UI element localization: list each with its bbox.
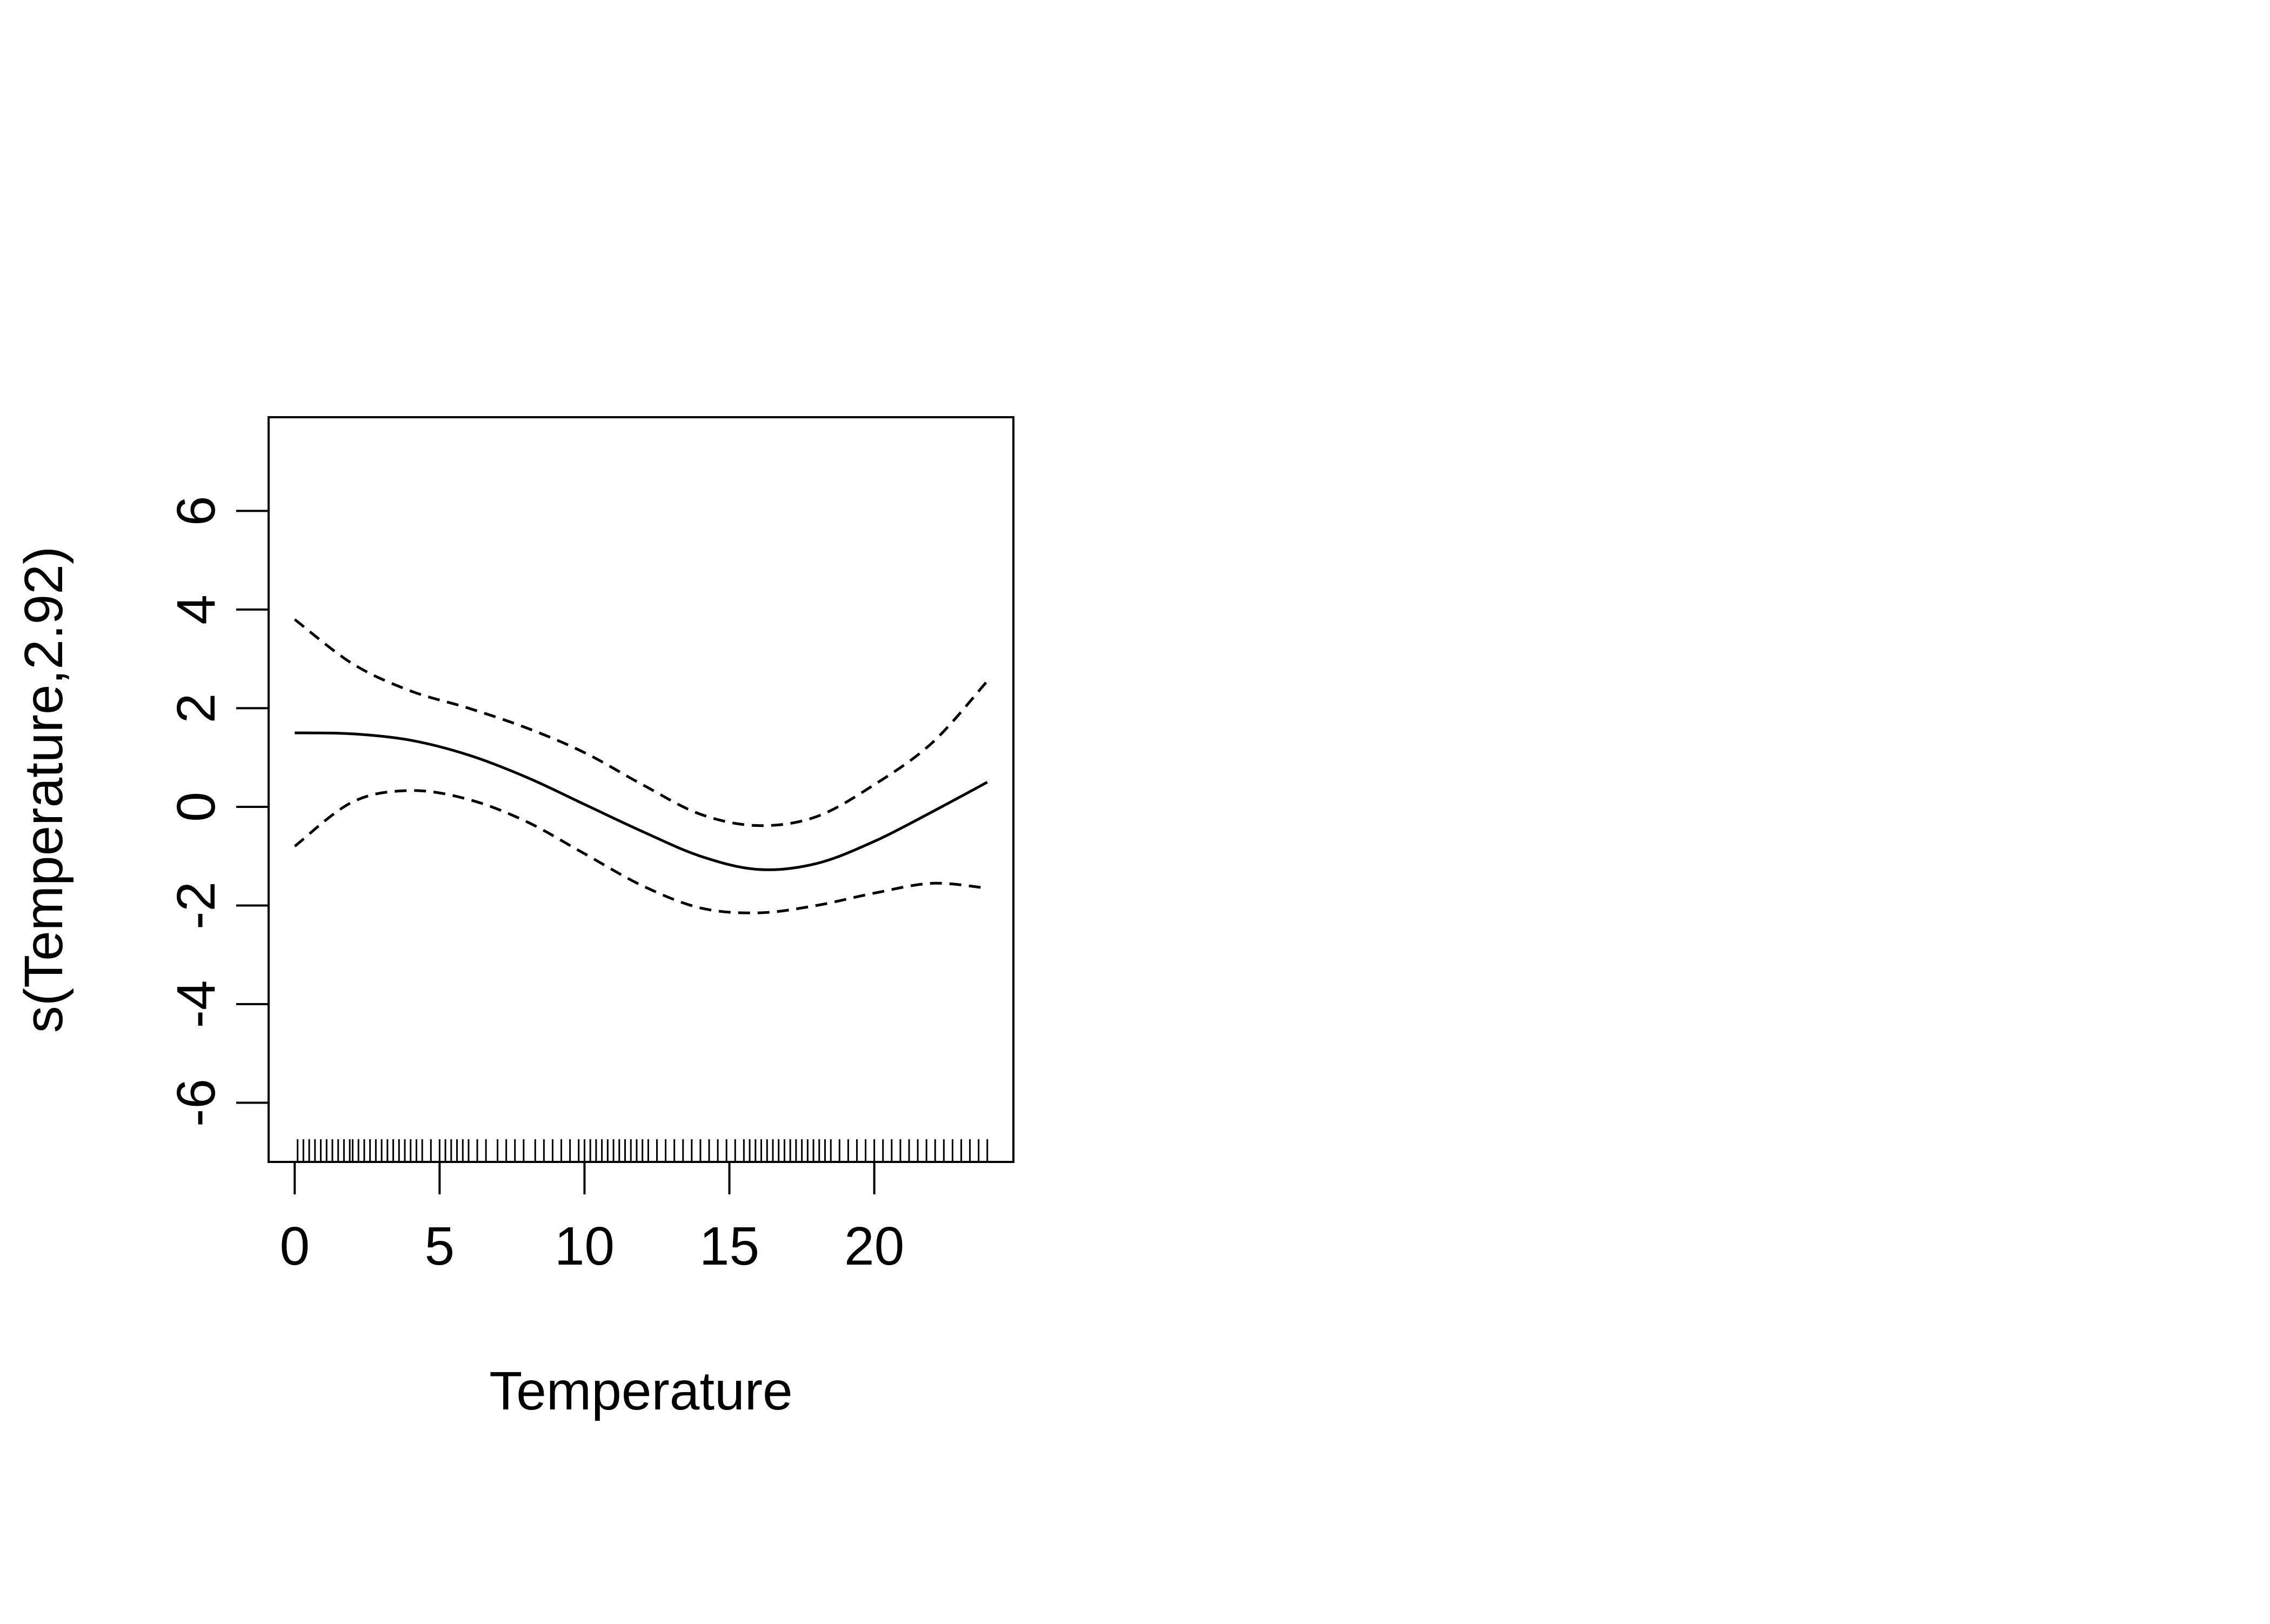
y-tick-label: -6 [166,1079,226,1127]
y-axis: -6 -4 -2 0 2 4 6 [166,496,270,1127]
x-axis-label: Temperature [489,1361,792,1421]
y-tick-label: -4 [166,980,226,1028]
y-tick-label: 6 [166,496,226,526]
plot-frame [268,416,1014,1163]
series-layer [293,618,989,914]
x-tick-label: 0 [279,1216,310,1277]
y-axis-label: s(Temperature,2.92) [14,546,74,1033]
x-tick-label: 10 [555,1216,615,1277]
x-tick-label: 5 [425,1216,455,1277]
x-tick-label: 15 [699,1216,759,1277]
x-axis: 0 5 10 15 20 [279,1161,904,1277]
y-tick-label: 2 [166,693,226,724]
x-tick-label: 20 [844,1216,904,1277]
rug-layer [297,1139,989,1162]
upper-confidence-band [293,618,989,827]
y-tick-label: 0 [166,792,226,822]
y-tick-label: -2 [166,881,226,930]
fitted-smooth-line [295,731,988,871]
y-tick-label: 4 [166,594,226,625]
lower-confidence-band [293,789,987,914]
